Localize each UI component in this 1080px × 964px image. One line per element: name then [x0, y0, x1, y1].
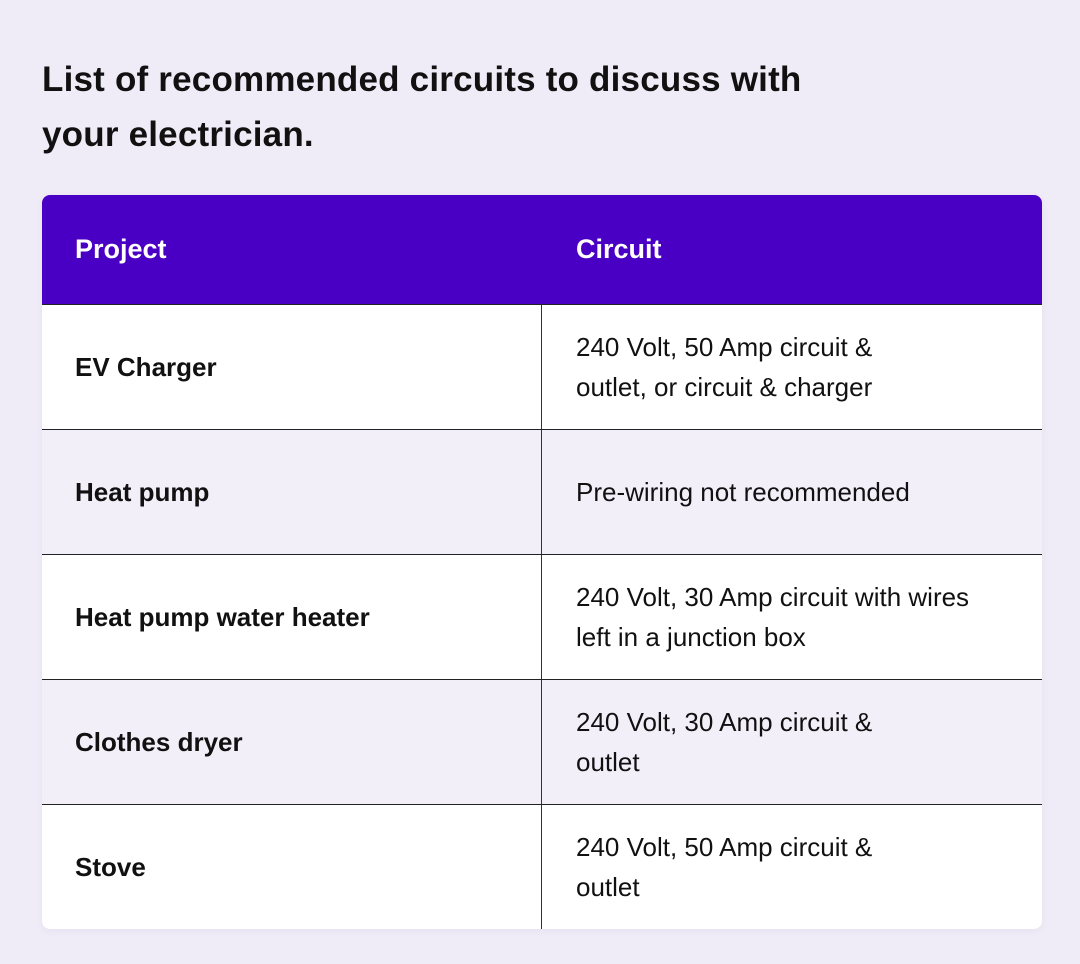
header-circuit: Circuit	[576, 234, 662, 264]
circuit-cell: 240 Volt, 30 Amp circuit with wires left…	[542, 555, 1042, 679]
table-row: Stove 240 Volt, 50 Amp circuit & outlet	[42, 804, 1042, 929]
table-row: Heat pump water heater 240 Volt, 30 Amp …	[42, 554, 1042, 679]
project-cell: Stove	[42, 805, 542, 929]
project-cell: EV Charger	[42, 305, 542, 429]
table-row: EV Charger 240 Volt, 50 Amp circuit & ou…	[42, 304, 1042, 429]
circuit-cell: 240 Volt, 50 Amp circuit & outlet	[542, 805, 1042, 929]
header-project: Project	[75, 234, 167, 264]
table-row: Clothes dryer 240 Volt, 30 Amp circuit &…	[42, 679, 1042, 804]
table-row: Heat pump Pre-wiring not recommended	[42, 429, 1042, 554]
project-cell: Heat pump water heater	[42, 555, 542, 679]
project-cell: Heat pump	[42, 430, 542, 554]
circuits-table: Project Circuit EV Charger 240 Volt, 50 …	[42, 195, 1042, 929]
circuit-cell: 240 Volt, 50 Amp circuit & outlet, or ci…	[542, 305, 1042, 429]
project-cell: Clothes dryer	[42, 680, 542, 804]
circuit-text: 240 Volt, 30 Amp circuit with wires left…	[576, 582, 970, 652]
circuit-text: 240 Volt, 50 Amp circuit & outlet	[576, 832, 873, 902]
circuit-cell: Pre-wiring not recommended	[542, 430, 1042, 554]
circuit-cell: 240 Volt, 30 Amp circuit & outlet	[542, 680, 1042, 804]
circuit-text: 240 Volt, 50 Amp circuit & outlet, or ci…	[576, 332, 873, 402]
circuit-text: 240 Volt, 30 Amp circuit & outlet	[576, 707, 873, 777]
table-header: Project Circuit	[42, 195, 1042, 304]
circuit-text: Pre-wiring not recommended	[576, 477, 910, 507]
page-title: List of recommended circuits to discuss …	[42, 60, 802, 154]
